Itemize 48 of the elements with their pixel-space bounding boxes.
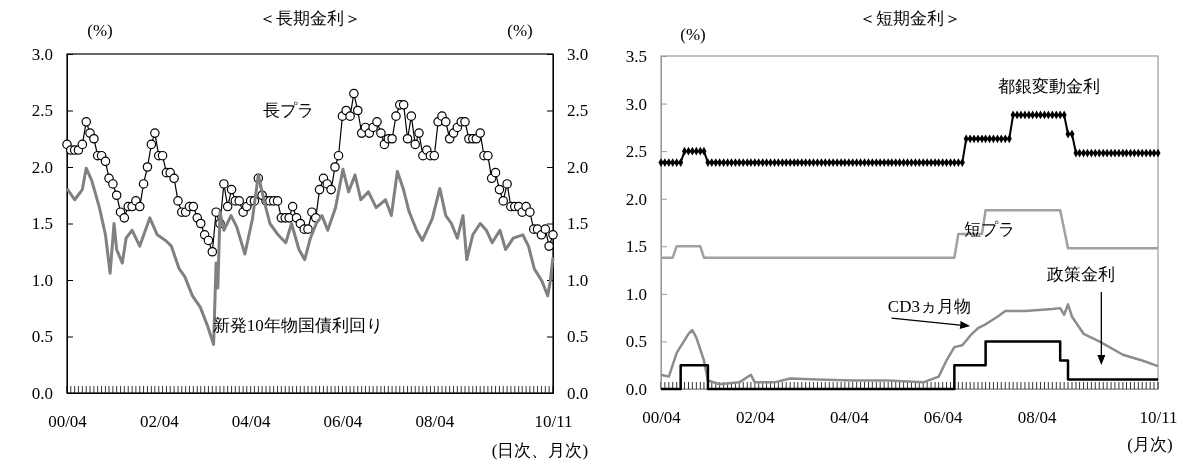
y-tick-label: 1.0: [31, 270, 53, 290]
series-label: CD3ヵ月物: [887, 296, 971, 316]
y2-tick-label: 2.5: [567, 101, 589, 121]
y-tick-label: 2.5: [31, 101, 53, 121]
y-tick-label: 0.0: [625, 379, 647, 399]
y-tick-label: 0.5: [31, 327, 53, 347]
x-tick-label: 00/04: [642, 408, 682, 428]
y-tick-label: 3.5: [625, 46, 647, 66]
text: (月次): [1127, 435, 1173, 454]
chart-title: ＜長期金利＞: [259, 9, 361, 28]
chart-title: ＜短期金利＞: [858, 9, 961, 28]
x-tick-label: 00/04: [48, 412, 88, 432]
series-label: 短プラ: [963, 220, 1015, 240]
x-tick-label: 06/04: [323, 412, 363, 432]
y2-tick-label: 3.0: [567, 44, 589, 64]
y-tick-label: 2.0: [31, 157, 53, 177]
y-tick-label: 2.0: [625, 189, 647, 209]
x-tick-label: 06/04: [923, 408, 964, 428]
y-tick-label: 0.0: [31, 383, 53, 403]
x-tick-label: 02/04: [735, 408, 776, 428]
text: 政策金利: [1047, 265, 1116, 285]
y-axis-title: (%): [680, 25, 706, 44]
x-tick-label: 04/04: [829, 408, 870, 428]
x-tick-label: 10/11: [1139, 408, 1178, 428]
x-tick-label: 08/04: [415, 412, 455, 432]
y-tick-label: 3.0: [31, 44, 53, 64]
x-tick-label: 10/11: [534, 412, 573, 432]
x-tick-label: 02/04: [139, 412, 180, 432]
y2-tick-label: 2.0: [567, 157, 589, 177]
y2-tick-label: 1.0: [567, 270, 589, 290]
y-tick-label: 3.0: [625, 94, 647, 114]
y-tick-label: 1.0: [625, 284, 647, 304]
y2-tick-label: 0.0: [567, 383, 589, 403]
y2-tick-label: 0.5: [567, 327, 589, 347]
y-tick-label: 2.5: [625, 142, 647, 162]
line-series: [65, 166, 555, 346]
text: (日次、月次): [491, 441, 589, 460]
y-axis-title: (%): [87, 21, 113, 40]
series-label: 長プラ: [262, 100, 314, 120]
series-label: 新発10年物国債利回り: [212, 316, 383, 336]
y-tick-label: 0.5: [625, 332, 647, 352]
x-tick-label: 08/04: [1017, 408, 1057, 428]
series-label: 都銀変動金利: [997, 76, 1100, 96]
y2-tick-label: 1.5: [567, 214, 589, 234]
x-tick-label: 04/04: [231, 412, 272, 432]
y2-axis-title: (%): [507, 21, 533, 40]
y-tick-label: 1.5: [31, 214, 53, 234]
y-tick-label: 1.5: [625, 237, 647, 257]
